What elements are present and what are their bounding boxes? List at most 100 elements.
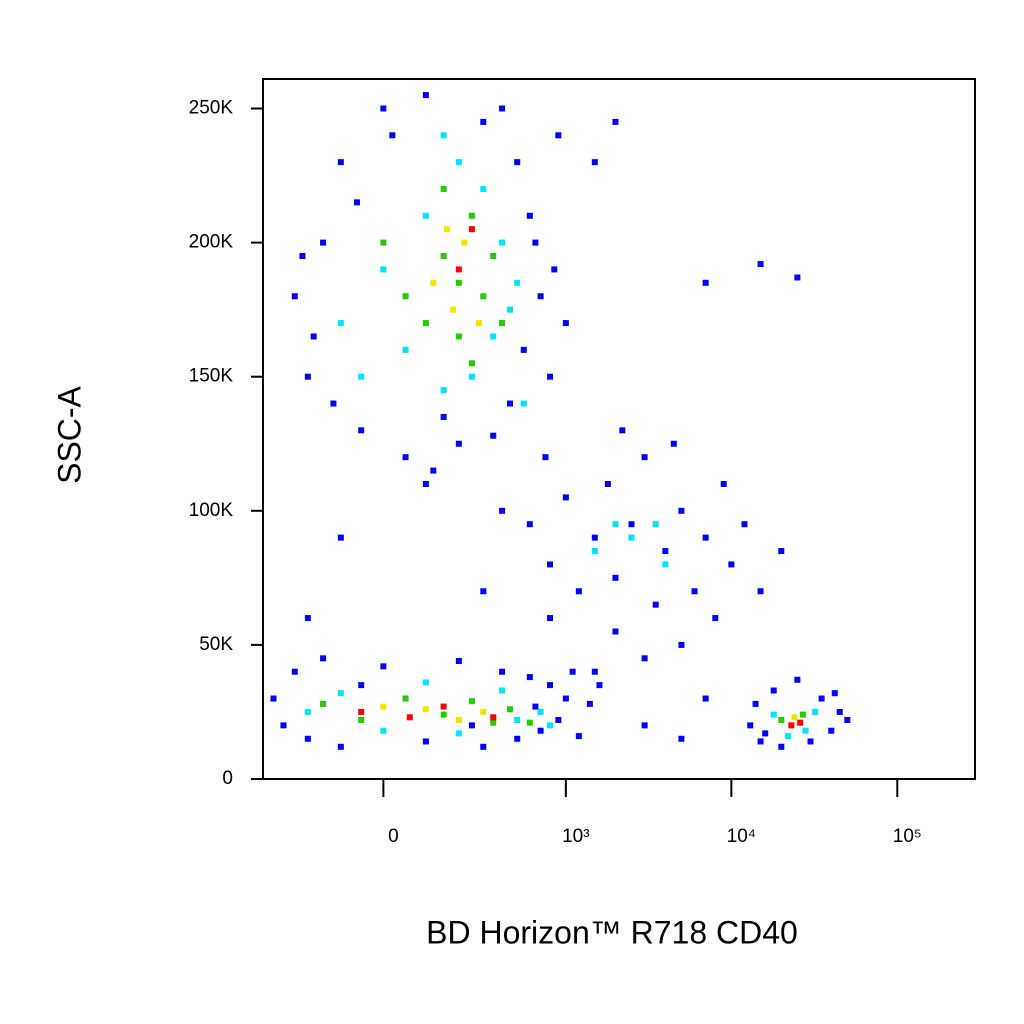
data-point [380,703,387,710]
data-point [591,534,598,541]
data-point [455,716,462,723]
data-point [788,722,795,729]
data-point [358,427,365,434]
data-point [499,105,506,112]
data-point [499,687,506,694]
x-tick-label: 10⁴ [727,826,756,847]
data-point [455,657,462,664]
data-point [555,132,562,139]
data-point [547,722,554,729]
data-point [475,320,482,327]
data-point [490,432,497,439]
data-point [757,261,764,268]
data-point [591,159,598,166]
data-point [778,743,785,750]
data-point [641,722,648,729]
data-point [575,588,582,595]
data-point [526,674,533,681]
data-point [280,722,287,729]
data-point [770,687,777,694]
data-point [480,743,487,750]
data-point [310,333,317,340]
data-point [490,253,497,260]
data-point [575,733,582,740]
y-tick-label: 200K [189,232,234,253]
data-point [526,521,533,528]
data-point [520,400,527,407]
data-point [662,548,669,555]
data-point [422,738,429,745]
data-point [480,708,487,715]
data-point [702,695,709,702]
data-point [562,320,569,327]
data-point [799,711,806,718]
data-point [304,735,311,742]
data-point [794,274,801,281]
data-point [778,548,785,555]
data-point [532,239,539,246]
data-point [380,239,387,246]
data-point [402,346,409,353]
data-point [455,159,462,166]
data-point [652,601,659,608]
data-point [586,700,593,707]
data-point [440,185,447,192]
data-point [619,427,626,434]
data-point [389,132,396,139]
data-point [728,561,735,568]
data-point [468,722,475,729]
data-point [778,716,785,723]
data-point [526,719,533,726]
data-point [514,159,521,166]
data-point [547,615,554,622]
data-point [532,703,539,710]
data-point [422,212,429,219]
data-point [612,521,619,528]
data-point [547,682,554,689]
data-point [537,727,544,734]
data-point [526,212,533,219]
data-point [450,306,457,313]
data-point [455,333,462,340]
data-point [514,716,521,723]
data-point [440,703,447,710]
data-point [514,735,521,742]
data-point [380,266,387,273]
data-point [320,655,327,662]
data-point [612,628,619,635]
y-tick-label: 50K [199,634,233,655]
data-point [628,521,635,528]
data-point [791,714,798,721]
data-point [353,199,360,206]
x-axis-title: BD Horizon™ R718 CD40 [426,914,798,950]
data-point [499,507,506,514]
data-point [678,507,685,514]
data-point [797,719,804,726]
data-point [537,708,544,715]
data-point [741,521,748,528]
data-point [678,641,685,648]
data-point [507,306,514,313]
data-point [641,655,648,662]
data-point [537,293,544,300]
plot-frame [262,78,976,780]
data-point [555,716,562,723]
data-point [480,293,487,300]
data-point [757,738,764,745]
data-point [678,735,685,742]
data-point [422,92,429,99]
data-point [514,279,521,286]
data-point [337,320,344,327]
data-point [440,253,447,260]
data-point [591,668,598,675]
data-point [662,561,669,568]
data-point [702,279,709,286]
data-point [812,708,819,715]
data-point [802,727,809,734]
data-point [480,185,487,192]
data-point [443,226,450,233]
data-point [652,521,659,528]
x-tick-label: 0 [388,826,399,847]
data-point [641,454,648,461]
